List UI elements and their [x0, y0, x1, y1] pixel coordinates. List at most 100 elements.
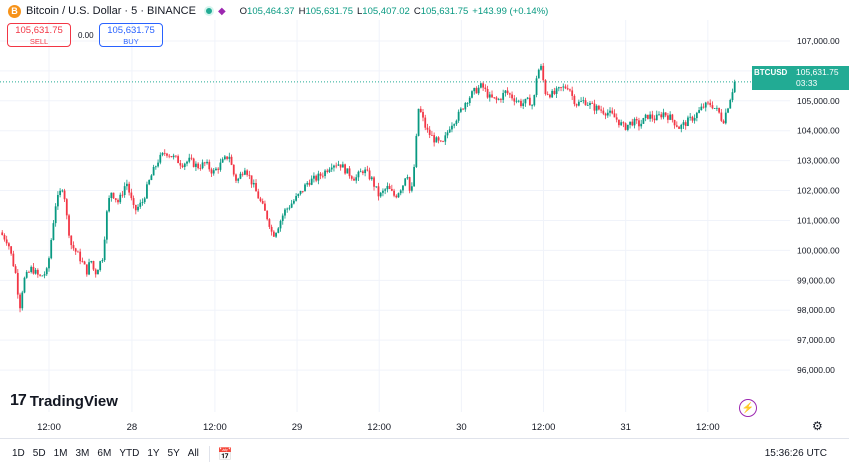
candle-body	[691, 116, 694, 121]
candle-body	[166, 153, 168, 156]
range-6m-button[interactable]: 6M	[97, 448, 112, 459]
range-5d-button[interactable]: 5D	[32, 448, 46, 459]
spread-value: 0.00	[78, 31, 94, 40]
candle-body	[192, 158, 195, 167]
candle-body	[729, 100, 732, 109]
candle-body	[59, 190, 62, 196]
candle-body	[604, 113, 607, 116]
candle-body	[306, 182, 309, 185]
gear-icon[interactable]: ⚙	[812, 419, 823, 433]
candle-body	[217, 168, 220, 170]
candle-body	[724, 112, 727, 124]
time-axis: 12:00 28 12:00 29 12:00 30 12:00 31 12:00	[37, 422, 720, 433]
candle-body	[195, 163, 197, 167]
ohlc-high: H105,631.75	[298, 5, 353, 17]
candle-body	[30, 266, 33, 273]
candle-body	[626, 124, 629, 130]
last-price-tag: BTCUSD	[752, 66, 794, 90]
price-tick-label: 99,000.00	[797, 275, 835, 285]
time-tick-label: 12:00	[367, 422, 391, 433]
candle-body	[313, 175, 315, 179]
candle-body	[257, 191, 260, 199]
candle-body	[261, 201, 264, 204]
candle-body	[424, 117, 427, 128]
tradingview-logo[interactable]: 17 TradingView	[10, 392, 118, 410]
price-tick-label: 102,000.00	[797, 186, 840, 196]
candle-body	[188, 157, 191, 162]
candle-body	[733, 81, 736, 93]
candle-body	[232, 164, 235, 175]
candle-body	[517, 100, 520, 102]
sell-button[interactable]: 105,631.75 SELL	[7, 23, 71, 47]
candle-body	[157, 162, 159, 167]
candle-body	[390, 188, 393, 191]
candle-body	[284, 209, 286, 216]
range-3m-button[interactable]: 3M	[75, 448, 90, 459]
bitcoin-icon: B	[8, 4, 21, 18]
candle-body	[83, 261, 86, 265]
candle-body	[16, 272, 19, 295]
candle-body	[201, 162, 204, 169]
candle-body	[609, 110, 611, 113]
candle-body	[473, 87, 476, 92]
lightning-icon[interactable]: ⚡	[739, 399, 757, 417]
buy-button[interactable]: 105,631.75 BUY	[99, 23, 163, 47]
calendar-icon[interactable]: 📅	[217, 446, 233, 461]
range-5y-button[interactable]: 5Y	[167, 448, 180, 459]
candle-body	[528, 97, 531, 106]
candle-body	[5, 239, 8, 244]
candle-body	[310, 178, 313, 185]
candle-body	[462, 108, 464, 110]
symbol-title[interactable]: Bitcoin / U.S. Dollar · 5 · BINANCE	[26, 5, 196, 17]
market-status-icon[interactable]	[203, 6, 214, 16]
range-1m-button[interactable]: 1M	[53, 448, 68, 459]
candle-body	[644, 114, 647, 119]
candle-body	[522, 103, 525, 107]
candle-body	[479, 83, 482, 88]
candle-body	[172, 155, 175, 158]
candle-body	[270, 226, 273, 232]
candle-body	[493, 97, 496, 99]
candle-body	[79, 251, 82, 262]
candle-body	[337, 164, 340, 166]
candle-body	[586, 105, 589, 106]
candle-body	[177, 156, 180, 164]
candle-body	[678, 126, 680, 129]
range-ytd-button[interactable]: YTD	[119, 448, 140, 459]
candle-body	[103, 239, 106, 261]
candle-body	[584, 100, 587, 106]
candle-body	[346, 168, 349, 174]
candle-body	[718, 107, 721, 113]
candle-body	[366, 169, 369, 171]
candle-body	[52, 223, 55, 241]
indicator-icon[interactable]: ◆	[217, 5, 226, 17]
candle-body	[613, 113, 616, 118]
candle-body	[81, 261, 84, 263]
candle-body	[72, 245, 75, 249]
candle-body	[368, 170, 371, 180]
price-tag-symbol: BTCUSD	[754, 68, 788, 77]
range-all-button[interactable]: All	[187, 448, 199, 459]
candle-body	[317, 173, 320, 181]
candle-body	[564, 86, 567, 89]
candle-body	[589, 103, 591, 106]
candle-body	[566, 88, 569, 90]
candle-body	[212, 170, 215, 174]
candle-body	[471, 91, 473, 98]
candle-body	[715, 107, 718, 109]
candle-body	[146, 184, 148, 199]
candle-body	[328, 169, 331, 172]
candle-body	[330, 167, 333, 170]
candle-body	[248, 174, 251, 176]
range-1y-button[interactable]: 1Y	[147, 448, 160, 459]
candle-body	[119, 194, 122, 203]
candle-body	[417, 108, 420, 136]
candle-body	[56, 195, 59, 207]
price-tick-label: 105,000.00	[797, 96, 840, 106]
range-1d-button[interactable]: 1D	[12, 448, 25, 459]
utc-clock[interactable]: 15:36:26 UTC	[764, 448, 827, 459]
price-tick-label: 107,000.00	[797, 36, 840, 46]
candle-body	[406, 177, 409, 179]
candle-body	[181, 165, 184, 167]
